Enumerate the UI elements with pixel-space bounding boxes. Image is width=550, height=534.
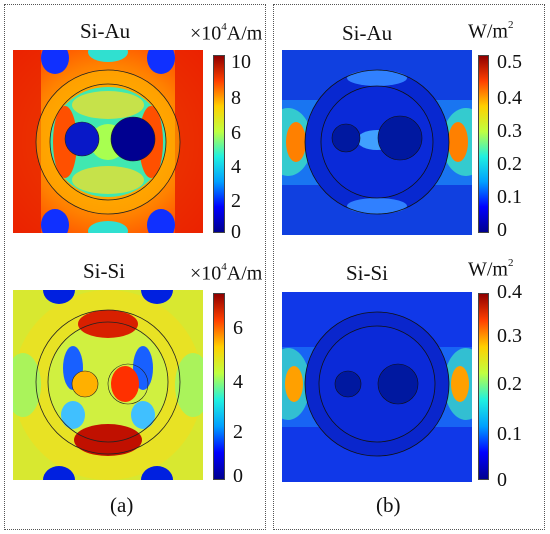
colorbar-tick: 8 bbox=[231, 87, 241, 109]
panel-a-top-field-map bbox=[13, 50, 203, 233]
colorbar-tick: 0 bbox=[497, 219, 507, 241]
panel-a-top-unit: ×104A/m bbox=[190, 21, 263, 45]
panel-b-caption: (b) bbox=[376, 493, 401, 517]
colorbar-tick: 4 bbox=[233, 371, 243, 393]
colorbar-tick: 2 bbox=[231, 190, 241, 212]
panel-a-top-title: Si-Au bbox=[80, 19, 131, 43]
panel-a-caption: (a) bbox=[110, 493, 134, 517]
colorbar-tick: 0 bbox=[233, 465, 243, 487]
colorbar-tick: 4 bbox=[231, 156, 241, 178]
panel-a-frame bbox=[4, 4, 266, 530]
colorbar-tick: 0.1 bbox=[497, 423, 522, 445]
panel-b-top-unit: W/m2 bbox=[468, 19, 514, 43]
panel-a-bottom-colorbar bbox=[213, 293, 225, 480]
panel-b-bottom-power-map bbox=[282, 292, 472, 482]
colorbar-tick: 0.3 bbox=[497, 325, 522, 347]
colorbar-tick: 0.2 bbox=[497, 373, 522, 395]
colorbar-tick: 0.5 bbox=[497, 51, 522, 73]
colorbar-tick: 6 bbox=[231, 122, 241, 144]
colorbar-tick: 0 bbox=[497, 469, 507, 491]
colorbar-tick: 0.2 bbox=[497, 153, 522, 175]
colorbar-tick: 0.4 bbox=[497, 87, 522, 109]
panel-b-bottom-title: Si-Si bbox=[346, 261, 389, 285]
colorbar-tick: 0.1 bbox=[497, 186, 522, 208]
colorbar-tick: 0.3 bbox=[497, 120, 522, 142]
colorbar-tick: 6 bbox=[233, 317, 243, 339]
colorbar-tick: 2 bbox=[233, 421, 243, 443]
panel-b-frame bbox=[273, 4, 545, 530]
colorbar-tick: 10 bbox=[231, 51, 251, 73]
panel-b-bottom-colorbar bbox=[478, 293, 489, 480]
panel-a-bottom-unit: ×104A/m bbox=[190, 261, 263, 285]
panel-b-top-title: Si-Au bbox=[342, 21, 393, 45]
panel-a-bottom-title: Si-Si bbox=[83, 259, 126, 283]
panel-a-top-colorbar bbox=[213, 55, 225, 233]
panel-b-bottom-unit: W/m2 bbox=[468, 257, 514, 281]
colorbar-tick: 0 bbox=[231, 221, 241, 243]
panel-a-bottom-field-map bbox=[13, 290, 203, 480]
colorbar-tick: 0.4 bbox=[497, 281, 522, 303]
panel-b-top-colorbar bbox=[478, 55, 489, 233]
panel-b-top-power-map bbox=[282, 50, 472, 235]
